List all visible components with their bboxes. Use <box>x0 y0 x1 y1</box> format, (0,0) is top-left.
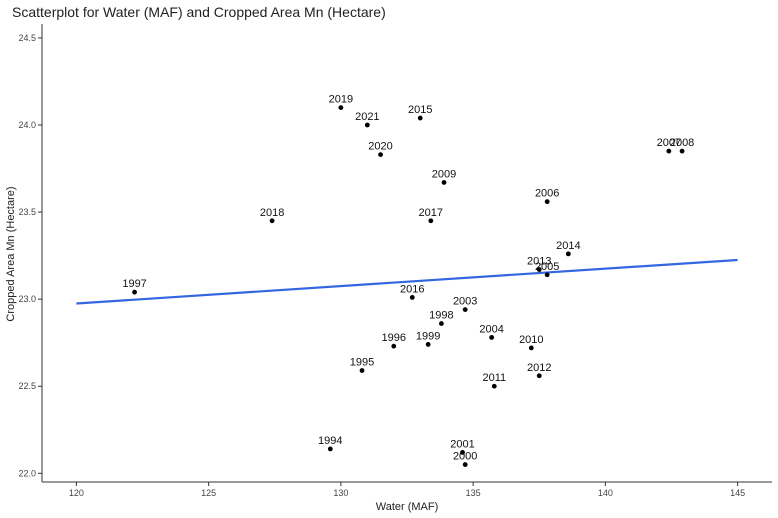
data-point <box>489 335 495 340</box>
point-label: 1997 <box>122 278 146 290</box>
data-point <box>460 449 465 455</box>
point-label: 1996 <box>382 332 406 344</box>
data-point <box>359 368 365 373</box>
data-point <box>338 105 344 110</box>
x-axis-title: Water (MAF) <box>376 501 439 513</box>
point-label: 2020 <box>368 141 392 153</box>
point-label: 2013 <box>527 256 551 268</box>
point-label: 1998 <box>429 310 453 322</box>
point-label: 2016 <box>400 283 424 295</box>
data-point <box>441 180 447 185</box>
data-point <box>544 272 550 278</box>
point-label: 2014 <box>556 240 580 252</box>
data-point <box>269 218 275 224</box>
y-tick-label: 23.0 <box>18 294 36 304</box>
y-tick-label: 24.0 <box>18 120 36 130</box>
data-point <box>544 199 550 205</box>
data-point <box>132 289 137 295</box>
data-point <box>428 218 434 224</box>
data-point <box>536 267 542 272</box>
y-tick-label: 22.5 <box>18 381 36 391</box>
data-point <box>565 251 571 257</box>
point-label: 2003 <box>453 296 477 308</box>
point-label: 1994 <box>318 435 342 447</box>
point-label: 2012 <box>527 362 551 374</box>
point-label: 2001 <box>450 438 474 450</box>
point-label: 2008 <box>670 137 694 149</box>
point-label: 1999 <box>416 330 440 342</box>
point-label: 2000 <box>453 451 477 463</box>
data-point <box>378 152 383 158</box>
point-label: 1995 <box>350 357 374 369</box>
data-point <box>327 446 333 452</box>
data-point <box>391 343 397 349</box>
data-point <box>528 345 534 351</box>
y-tick-label: 23.5 <box>18 207 36 217</box>
y-tick-label: 24.5 <box>18 33 36 43</box>
y-tick-label: 22.0 <box>18 468 36 478</box>
point-label: 2009 <box>432 168 456 180</box>
data-point <box>491 383 497 389</box>
x-tick-label: 140 <box>598 488 613 498</box>
y-axis-title: Cropped Area Mn (Hectare) <box>5 186 17 321</box>
point-label: 2015 <box>408 104 432 116</box>
data-point <box>409 295 415 300</box>
x-tick-label: 145 <box>730 488 745 498</box>
trend-line <box>76 258 738 305</box>
data-point <box>679 148 685 154</box>
point-label: 2004 <box>479 323 503 335</box>
point-label: 2018 <box>260 207 284 219</box>
point-label: 2006 <box>535 188 559 200</box>
data-point <box>666 148 672 154</box>
x-tick-label: 120 <box>69 488 84 498</box>
chart-title: Scatterplot for Water (MAF) and Cropped … <box>12 4 386 20</box>
x-tick-label: 130 <box>333 488 348 498</box>
data-point <box>417 115 423 121</box>
point-label: 2011 <box>482 372 506 384</box>
point-label: 2007 <box>657 137 681 149</box>
data-point <box>462 462 468 467</box>
point-label: 2021 <box>355 111 379 123</box>
point-label: 2017 <box>419 207 443 219</box>
point-label: 2010 <box>519 334 543 346</box>
x-tick-label: 125 <box>201 488 216 498</box>
axes: 120 125 130 135 140 145 22.0 22.5 23.0 23.5 24.0 24… <box>18 24 772 498</box>
data-point <box>536 373 542 379</box>
x-tick-label: 135 <box>466 488 481 498</box>
data-point <box>364 122 370 128</box>
data-point <box>438 321 444 326</box>
trend-line-group <box>76 258 738 305</box>
data-point <box>425 342 431 347</box>
data-point <box>462 307 468 312</box>
point-label: 2019 <box>329 94 353 106</box>
